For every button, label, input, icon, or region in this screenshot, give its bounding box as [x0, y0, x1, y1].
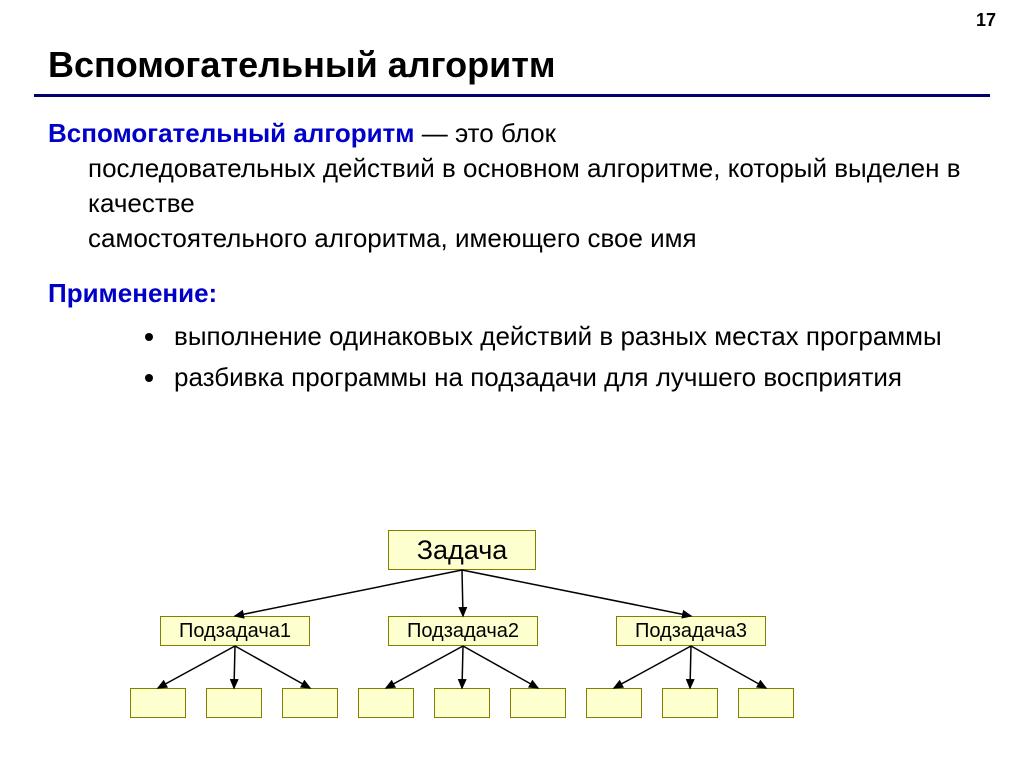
- bullet-item: разбивка программы на подзадачи для лучш…: [168, 360, 978, 395]
- diagram-edges: [0, 530, 1024, 760]
- page-number: 17: [976, 10, 996, 31]
- definition-block: Вспомогательный алгоритм — это блок посл…: [48, 116, 978, 256]
- bullet-item: выполнение одинаковых действий в разных …: [168, 319, 978, 354]
- tree-diagram: ЗадачаПодзадача1Подзадача2Подзадача3: [0, 530, 1024, 760]
- definition-term: Вспомогательный алгоритм: [48, 118, 415, 148]
- application-heading: Применение:: [48, 278, 978, 309]
- title-rule: [34, 94, 990, 97]
- definition-line1-rest: это блок: [455, 118, 556, 148]
- definition-line2: последовательных действий в основном алг…: [48, 151, 978, 221]
- definition-line3: самостоятельного алгоритма, имеющего сво…: [48, 221, 978, 256]
- definition-dash: —: [415, 118, 455, 148]
- content-area: Вспомогательный алгоритм — это блок посл…: [48, 116, 978, 402]
- application-bullets: выполнение одинаковых действий в разных …: [48, 319, 978, 395]
- slide-title: Вспомогательный алгоритм: [48, 44, 556, 86]
